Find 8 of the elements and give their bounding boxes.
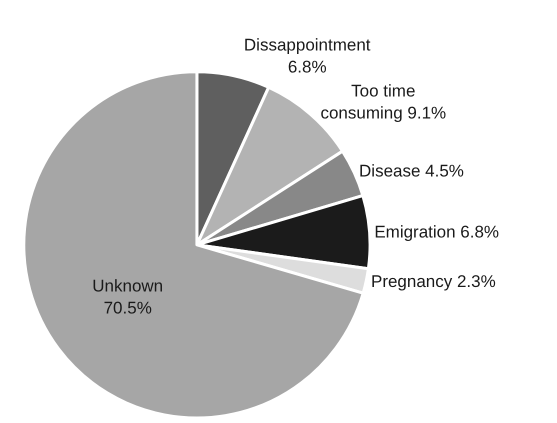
slice-label: Disease 4.5%	[359, 161, 464, 180]
slice-label: Dissappointment	[244, 36, 371, 54]
slice-label: Unknown	[92, 276, 164, 296]
data-label: 70.5%	[104, 298, 152, 318]
slice-label: Pregnancy 2.3%	[370, 272, 496, 291]
slice-label: Too time consuming 9.1%	[320, 82, 446, 123]
data-label: 6.8%	[288, 58, 327, 77]
slice-label: Emigration 6.8%	[374, 222, 500, 242]
